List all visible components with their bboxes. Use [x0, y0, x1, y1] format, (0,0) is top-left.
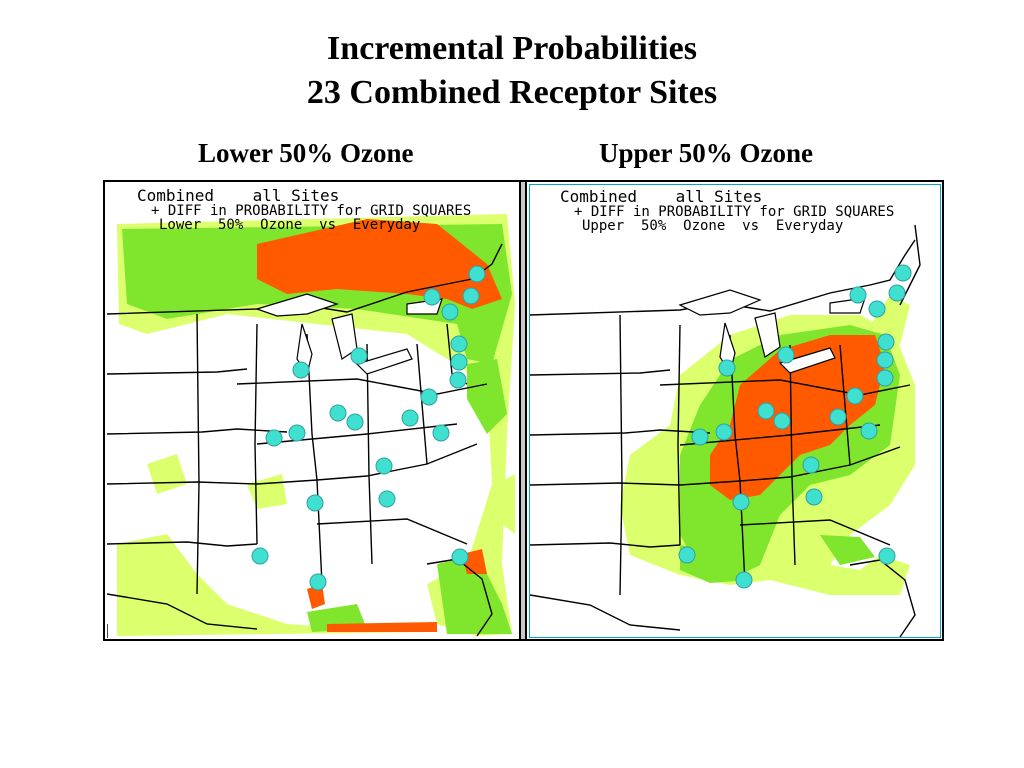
left-site-marker	[375, 457, 393, 475]
left-site-marker	[292, 361, 310, 379]
left-site-marker	[449, 371, 467, 389]
right-site-marker	[715, 423, 733, 441]
panel-divider	[519, 182, 527, 639]
right-site-marker	[777, 346, 795, 364]
right-map: Combined all Sites + DIFF in PROBABILITY…	[529, 184, 941, 638]
left-site-marker	[288, 424, 306, 442]
left-site-marker	[423, 288, 441, 306]
left-map: Combined all Sites + DIFF in PROBABILITY…	[107, 184, 517, 638]
right-site-marker	[802, 456, 820, 474]
page-title-line1: Incremental Probabilities	[327, 30, 697, 67]
right-site-marker	[868, 300, 886, 318]
left-site-marker	[265, 429, 283, 447]
right-map-header-line1: Combined all Sites	[560, 187, 763, 206]
right-site-marker	[860, 422, 878, 440]
left-site-marker	[251, 547, 269, 565]
right-site-marker	[757, 402, 775, 420]
left-site-marker	[346, 413, 364, 431]
right-site-marker	[888, 284, 906, 302]
left-site-marker	[432, 424, 450, 442]
page-title-line2: 23 Combined Receptor Sites	[306, 74, 718, 111]
right-receptor-sites	[678, 264, 912, 589]
right-great-lakes	[678, 289, 866, 375]
right-site-marker	[732, 493, 750, 511]
right-site-marker	[878, 547, 896, 565]
left-site-marker	[329, 404, 347, 422]
right-site-marker	[718, 359, 736, 377]
left-site-marker	[451, 548, 469, 566]
left-panel-subtitle: Lower 50% Ozone	[198, 138, 414, 168]
left-map-header-line1: Combined all Sites	[137, 186, 340, 205]
right-site-marker	[846, 387, 864, 405]
right-site-marker	[876, 369, 894, 387]
right-high-band	[710, 335, 885, 500]
right-map-header-line2: + DIFF in PROBABILITY for GRID SQUARES	[574, 204, 895, 220]
left-site-marker	[401, 409, 419, 427]
right-panel-subtitle: Upper 50% Ozone	[599, 138, 813, 168]
right-site-marker	[678, 546, 696, 564]
right-site-marker	[735, 571, 753, 589]
right-site-marker	[877, 333, 895, 351]
right-state-borders	[530, 224, 921, 637]
left-site-marker	[450, 353, 468, 371]
left-site-marker	[462, 287, 480, 305]
left-site-marker	[309, 573, 327, 591]
right-site-marker	[894, 264, 912, 282]
left-site-marker	[378, 490, 396, 508]
left-map-header-line3: Lower 50% Ozone vs Everyday	[159, 217, 421, 233]
left-site-marker	[441, 303, 459, 321]
left-receptor-sites	[251, 265, 486, 591]
right-site-marker	[849, 286, 867, 304]
left-map-header-line2: + DIFF in PROBABILITY for GRID SQUARES	[151, 203, 472, 219]
map-panels-frame: Combined all Sites + DIFF in PROBABILITY…	[103, 180, 944, 641]
right-site-marker	[876, 351, 894, 369]
left-site-marker	[306, 494, 324, 512]
right-map-graphic	[530, 224, 921, 637]
right-map-header-line3: Upper 50% Ozone vs Everyday	[582, 218, 844, 234]
right-site-marker	[691, 428, 709, 446]
left-map-graphic	[107, 214, 515, 638]
left-site-marker	[420, 388, 438, 406]
right-site-marker	[805, 488, 823, 506]
right-site-marker	[773, 412, 791, 430]
left-site-marker	[350, 347, 368, 365]
left-site-marker	[468, 265, 486, 283]
right-site-marker	[829, 408, 847, 426]
left-site-marker	[450, 335, 468, 353]
